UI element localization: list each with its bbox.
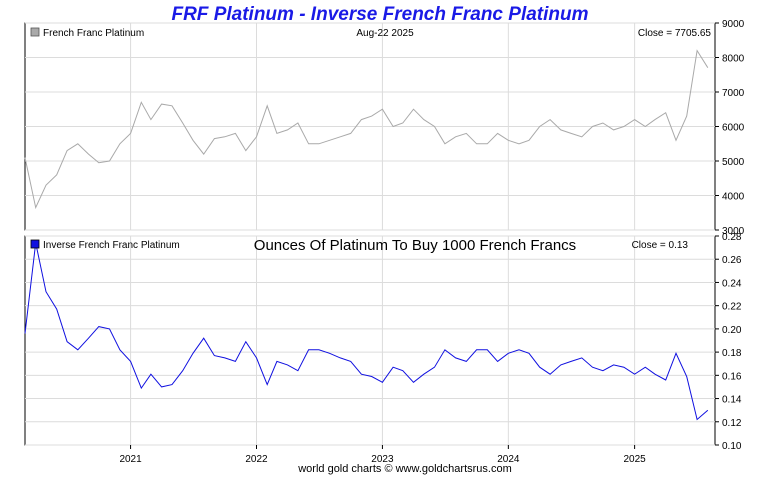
xtick-label: 2023 [371,454,394,465]
upper-ytick-label: 8000 [722,54,745,65]
xtick-label: 2021 [119,454,142,465]
chart-title: FRF Platinum - Inverse French Franc Plat… [171,4,588,25]
lower-ytick-label: 0.12 [722,418,742,429]
upper-ytick-label: 9000 [722,19,745,30]
lower-ytick-label: 0.26 [722,255,742,266]
upper-legend-label: French Franc Platinum [43,28,144,39]
lower-chart-title: Ounces Of Platinum To Buy 1000 French Fr… [254,237,576,254]
upper-ytick-label: 5000 [722,157,745,168]
upper-ytick-label: 3000 [722,226,745,237]
xtick-label: 2022 [245,454,268,465]
xtick-label: 2024 [497,454,520,465]
lower-close-label: Close = 0.13 [632,240,689,251]
upper-close-label: Close = 7705.65 [638,28,712,39]
lower-ytick-label: 0.28 [722,232,742,243]
footer-credit: world gold charts © www.goldchartsrus.co… [297,463,512,475]
lower-panel-frame [24,235,716,446]
lower-ytick-label: 0.18 [722,348,742,359]
lower-series-line [24,242,709,421]
xtick-label: 2025 [623,454,646,465]
upper-date-label: Aug-22 2025 [356,28,414,39]
upper-ytick-label: 6000 [722,123,745,134]
lower-ytick-label: 0.16 [722,371,742,382]
lower-legend-label: Inverse French Franc Platinum [43,240,180,251]
lower-legend-swatch [30,239,40,249]
lower-ytick-label: 0.10 [722,441,742,452]
upper-ytick-label: 4000 [722,192,745,203]
upper-ytick-label: 7000 [722,88,745,99]
lower-ytick-label: 0.14 [722,395,742,406]
lower-ytick-label: 0.22 [722,302,742,313]
lower-ytick-label: 0.20 [722,325,742,336]
upper-legend-swatch [30,27,40,37]
lower-ytick-label: 0.24 [722,278,742,289]
upper-series-line [24,49,709,210]
